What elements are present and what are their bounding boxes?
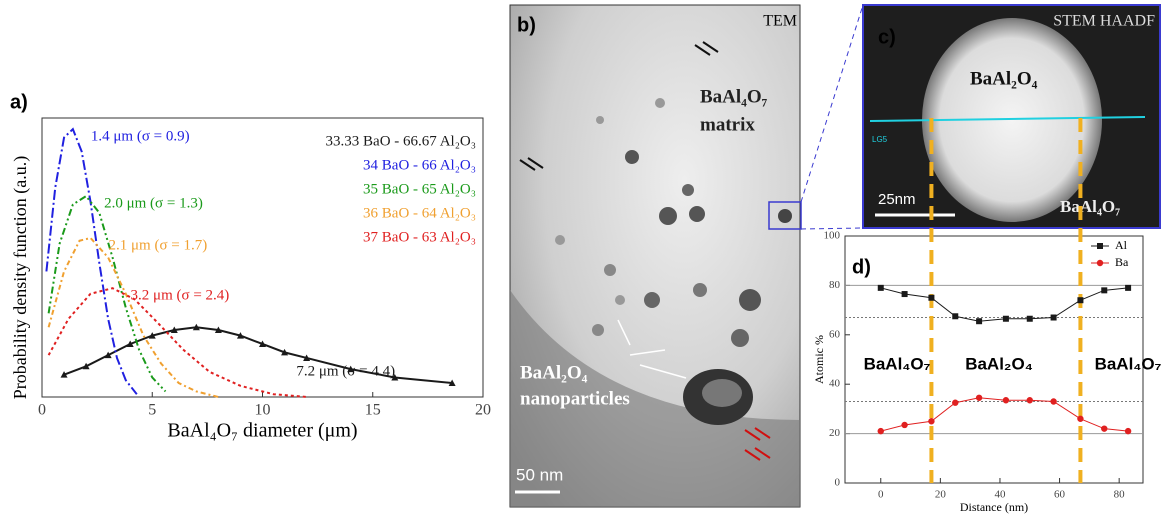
- point-marker: [60, 371, 68, 378]
- point-marker: [952, 399, 959, 406]
- y-tick-label: 80: [829, 279, 841, 291]
- point-marker: [1124, 427, 1132, 435]
- point-marker: [391, 373, 399, 381]
- x-tick-label: 10: [255, 402, 271, 419]
- point-marker: [170, 326, 178, 334]
- point-marker: [1002, 397, 1010, 404]
- curve-annotation: 2.0 μm (σ = 1.3): [104, 196, 203, 212]
- x-tick-label: 0: [38, 402, 46, 419]
- point-marker: [347, 365, 355, 373]
- point-marker: [877, 284, 884, 291]
- point-marker: [1026, 315, 1033, 322]
- x-tick-label: 60: [1054, 489, 1066, 501]
- mode-label: TEM: [763, 13, 797, 30]
- point-marker: [1002, 315, 1009, 322]
- panel-label: d): [852, 256, 871, 278]
- point-marker: [1077, 297, 1084, 304]
- point-marker: [877, 427, 884, 435]
- point-marker: [901, 291, 908, 298]
- particle-label: nanoparticles: [520, 388, 630, 409]
- legend-entry: Al: [1115, 238, 1128, 252]
- legend-entry: 35 BaO - 65 Al₂O₃: [363, 181, 476, 197]
- matrix-label: BaAl₄O₇: [700, 86, 768, 107]
- x-tick-label: 0: [878, 489, 884, 501]
- x-tick-label: 15: [365, 402, 381, 419]
- curve-annotation: 1.4 μm (σ = 0.9): [91, 129, 190, 145]
- point-marker: [976, 318, 983, 325]
- y-tick-label: 40: [829, 378, 841, 390]
- legend-entry: Ba: [1115, 255, 1129, 269]
- point-marker: [952, 313, 959, 320]
- point-marker: [1077, 415, 1084, 422]
- point-marker: [104, 351, 112, 359]
- region-label: BaAl₂O₄: [965, 354, 1033, 373]
- point-marker: [928, 418, 935, 425]
- matrix-label: matrix: [700, 114, 755, 135]
- point-marker: [259, 340, 266, 347]
- legend-entry: 34 BaO - 66 Al₂O₃: [363, 157, 476, 173]
- curve-annotation: 7.2 μm (σ = 4.4): [296, 364, 395, 380]
- y-tick-label: 60: [829, 328, 841, 340]
- point-marker: [126, 340, 134, 347]
- mode-label: STEM HAADF: [1053, 13, 1155, 30]
- point-marker: [192, 323, 200, 331]
- series-line: [45, 127, 138, 395]
- tem-image: [509, 4, 802, 508]
- panel-label: b): [517, 14, 536, 36]
- x-tick-label: 20: [475, 402, 491, 419]
- y-tick-label: 0: [835, 477, 841, 489]
- point-marker: [1050, 398, 1057, 405]
- curve-annotation: 2.1 μm (σ = 1.7): [109, 237, 208, 253]
- point-marker: [1125, 284, 1132, 291]
- y-axis-label: Atomic %: [812, 335, 826, 384]
- region-label: BaAl₄O₇: [1095, 354, 1162, 373]
- point-marker: [928, 294, 935, 301]
- point-marker: [1101, 425, 1108, 432]
- x-tick-label: 20: [935, 489, 947, 501]
- series-line: [47, 194, 167, 393]
- line-tag: LG5: [872, 135, 888, 144]
- point-marker: [82, 362, 90, 370]
- series-line: [47, 236, 219, 398]
- plot-frame: [844, 235, 1144, 484]
- x-tick-label: 40: [994, 489, 1006, 501]
- point-marker: [901, 421, 908, 429]
- legend-entry: 37 BaO - 63 Al₂O₃: [363, 229, 476, 245]
- point-marker: [236, 332, 244, 339]
- y-tick-label: 100: [824, 230, 841, 242]
- point-marker: [448, 379, 456, 387]
- series-line: [47, 287, 307, 398]
- x-tick-label: 5: [148, 402, 156, 419]
- panel-label: a): [10, 91, 28, 113]
- panel-label: c): [878, 26, 896, 48]
- point-marker: [214, 326, 222, 334]
- particle-label: BaAl₂O₄: [970, 68, 1038, 89]
- point-marker: [1050, 314, 1057, 321]
- point-marker: [303, 354, 311, 361]
- curve-annotation: 3.2 μm (σ = 2.4): [131, 288, 230, 304]
- region-label: BaAl₄O₇: [864, 354, 931, 373]
- y-axis-label: Probability density function (a.u.): [10, 156, 31, 399]
- point-marker: [1026, 397, 1033, 404]
- x-axis-label: Distance (nm): [960, 500, 1028, 514]
- point-marker: [281, 348, 289, 356]
- point-marker: [1101, 287, 1108, 294]
- particle-label: BaAl₂O₄: [520, 362, 588, 383]
- legend-entry: 33.33 BaO - 66.67 Al₂O₃: [326, 133, 476, 149]
- scale-label: 25nm: [878, 191, 916, 208]
- x-tick-label: 80: [1114, 489, 1126, 501]
- legend-entry: 36 BaO - 64 Al₂O₃: [363, 205, 476, 221]
- point-marker: [148, 332, 156, 339]
- y-tick-label: 20: [829, 427, 841, 439]
- x-axis-label: BaAl₄O₇ diameter (μm): [167, 420, 357, 442]
- scale-label: 50 nm: [516, 465, 563, 484]
- matrix-label: BaAl₄O₇: [1060, 197, 1120, 216]
- stem-image: [800, 4, 1161, 230]
- point-marker: [975, 394, 983, 401]
